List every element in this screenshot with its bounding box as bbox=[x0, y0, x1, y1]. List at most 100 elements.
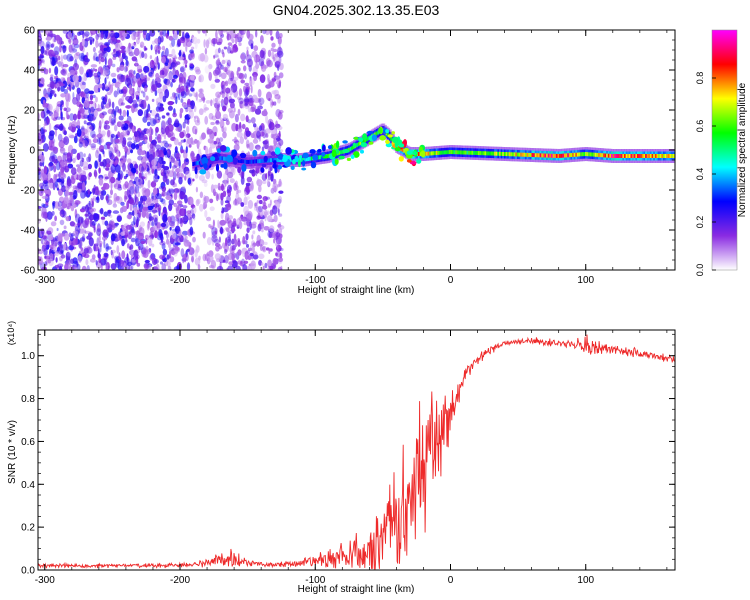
noise-speckle bbox=[155, 113, 160, 117]
noise-speckle bbox=[126, 261, 133, 267]
noise-speckle bbox=[147, 103, 151, 113]
noise-speckle bbox=[188, 144, 192, 148]
noise-speckle bbox=[98, 177, 104, 186]
noise-speckle bbox=[166, 72, 173, 80]
ridge-blob bbox=[237, 166, 242, 173]
noise-speckle bbox=[224, 200, 230, 204]
noise-speckle bbox=[156, 222, 161, 231]
noise-speckle bbox=[80, 81, 86, 90]
noise-speckle bbox=[70, 167, 77, 176]
noise-speckle bbox=[246, 196, 251, 200]
noise-speckle bbox=[115, 139, 123, 144]
noise-speckle bbox=[192, 236, 196, 243]
noise-speckle bbox=[165, 47, 169, 57]
noise-speckle bbox=[38, 189, 44, 197]
ridge-blob bbox=[368, 141, 374, 145]
noise-speckle bbox=[174, 118, 179, 128]
noise-speckle bbox=[180, 149, 184, 154]
noise-speckle bbox=[151, 165, 158, 170]
colorbar-tick-label: 0.8 bbox=[695, 72, 705, 85]
ridge-blob bbox=[261, 163, 267, 168]
noise-speckle bbox=[168, 230, 174, 239]
noise-speckle bbox=[58, 55, 61, 61]
noise-speckle bbox=[116, 215, 122, 222]
noise-speckle bbox=[124, 181, 129, 189]
noise-speckle bbox=[190, 197, 194, 207]
noise-speckle bbox=[177, 217, 183, 224]
noise-speckle bbox=[110, 121, 115, 126]
noise-speckle bbox=[272, 205, 276, 210]
noise-speckle bbox=[62, 45, 66, 54]
noise-speckle bbox=[138, 172, 142, 179]
noise-speckle bbox=[171, 48, 176, 57]
noise-speckle bbox=[186, 125, 190, 134]
noise-speckle bbox=[135, 143, 140, 150]
noise-speckle bbox=[51, 60, 57, 66]
noise-speckle bbox=[157, 162, 160, 168]
noise-speckle bbox=[168, 35, 173, 41]
noise-speckle bbox=[108, 81, 111, 91]
noise-speckle bbox=[101, 83, 106, 91]
noise-speckle bbox=[199, 203, 204, 212]
noise-speckle bbox=[157, 50, 161, 54]
noise-speckle bbox=[93, 213, 99, 222]
noise-speckle bbox=[253, 123, 257, 128]
noise-speckle bbox=[224, 80, 229, 87]
noise-speckle bbox=[121, 250, 126, 260]
noise-speckle bbox=[245, 182, 251, 186]
noise-speckle bbox=[93, 223, 96, 231]
noise-speckle bbox=[150, 44, 153, 51]
noise-speckle bbox=[51, 51, 56, 55]
noise-speckle bbox=[128, 124, 132, 132]
noise-speckle bbox=[89, 39, 93, 46]
noise-speckle bbox=[169, 189, 177, 193]
noise-speckle bbox=[120, 155, 126, 165]
noise-speckle bbox=[90, 129, 96, 138]
noise-speckle bbox=[240, 202, 245, 207]
ridge-blob bbox=[334, 158, 339, 165]
noise-speckle bbox=[259, 243, 263, 252]
noise-speckle bbox=[40, 110, 46, 119]
noise-speckle bbox=[106, 228, 110, 235]
noise-speckle bbox=[127, 171, 133, 177]
noise-speckle bbox=[262, 246, 266, 251]
noise-speckle bbox=[204, 210, 208, 218]
ridge-blob bbox=[360, 149, 364, 154]
noise-speckle bbox=[83, 153, 86, 158]
noise-speckle bbox=[132, 99, 138, 109]
noise-speckle bbox=[124, 195, 128, 200]
noise-speckle bbox=[215, 245, 220, 252]
noise-speckle bbox=[231, 238, 235, 245]
noise-speckle bbox=[271, 90, 277, 95]
noise-speckle bbox=[83, 58, 90, 63]
noise-speckle bbox=[124, 55, 128, 61]
noise-speckle bbox=[121, 121, 124, 125]
noise-speckle bbox=[169, 226, 172, 231]
noise-speckle bbox=[45, 43, 50, 51]
noise-speckle bbox=[139, 165, 143, 173]
noise-speckle bbox=[206, 237, 212, 246]
noise-speckle bbox=[198, 108, 204, 116]
noise-speckle bbox=[109, 84, 114, 94]
noise-speckle bbox=[170, 61, 176, 68]
noise-speckle bbox=[142, 31, 147, 39]
noise-speckle bbox=[108, 115, 113, 124]
noise-speckle bbox=[57, 125, 64, 130]
noise-speckle bbox=[205, 146, 209, 156]
noise-speckle bbox=[86, 203, 93, 210]
ridge-blob bbox=[353, 136, 359, 140]
noise-speckle bbox=[75, 70, 78, 75]
noise-speckle bbox=[243, 191, 247, 197]
noise-speckle bbox=[57, 86, 61, 92]
noise-speckle bbox=[137, 179, 141, 182]
noise-speckle bbox=[206, 127, 210, 135]
noise-speckle bbox=[166, 260, 171, 268]
noise-speckle bbox=[110, 72, 117, 78]
noise-speckle bbox=[279, 32, 283, 39]
noise-speckle bbox=[176, 43, 180, 48]
noise-speckle bbox=[139, 72, 145, 80]
noise-speckle bbox=[163, 166, 170, 171]
noise-speckle bbox=[182, 121, 186, 129]
noise-speckle bbox=[197, 30, 201, 34]
noise-speckle bbox=[98, 52, 105, 59]
